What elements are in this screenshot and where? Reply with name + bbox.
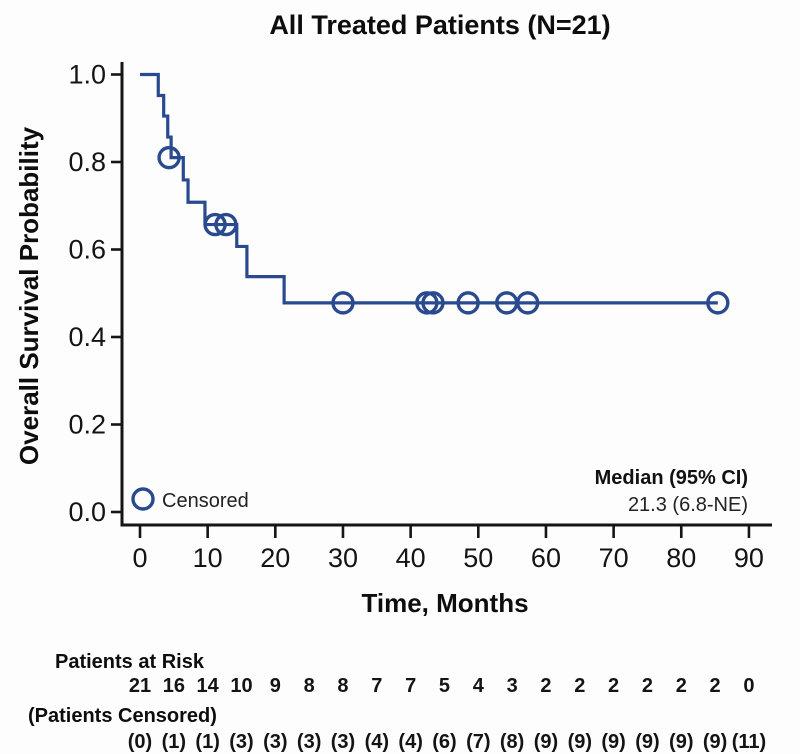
patients-censored-header: (Patients Censored) [28, 705, 217, 727]
at-risk-value: 5 [439, 675, 450, 697]
x-tick-label: 20 [260, 543, 290, 573]
at-risk-value: 3 [507, 675, 518, 697]
censored-value: (4) [398, 731, 422, 753]
censored-mark-icon [214, 212, 238, 237]
censored-mark-icon [157, 145, 181, 170]
censored-value: (0) [128, 731, 152, 753]
at-risk-value: 2 [642, 675, 653, 697]
legend-censored-icon [131, 487, 155, 511]
x-tick-label: 30 [328, 543, 358, 573]
at-risk-value: 2 [540, 675, 551, 697]
censored-value: (9) [534, 731, 558, 753]
censored-value: (9) [635, 731, 659, 753]
censored-value: (4) [365, 731, 389, 753]
median-label: Median (95% CI) [595, 467, 748, 489]
censored-value: (11) [732, 731, 766, 753]
at-risk-value: 4 [473, 675, 485, 697]
censored-value: (3) [263, 731, 287, 753]
censored-value: (7) [466, 731, 490, 753]
x-tick-label: 60 [531, 543, 561, 573]
at-risk-value: 10 [230, 675, 252, 697]
at-risk-value: 2 [608, 675, 619, 697]
censored-mark-icon [415, 291, 439, 315]
censored-value: (3) [297, 731, 321, 753]
at-risk-value: 0 [743, 675, 754, 697]
y-axis-title: Overall Survival Probability [14, 126, 44, 465]
survival-curve [140, 72, 718, 305]
at-risk-value: 2 [574, 675, 585, 697]
chart-title: All Treated Patients (N=21) [269, 10, 610, 40]
censored-mark-icon [706, 291, 730, 315]
at-risk-value: 9 [270, 675, 281, 697]
y-tick-label: 0.0 [68, 497, 106, 527]
at-risk-row: 21 16 14 10 9 8 8 7 7 5 4 3 2 2 2 2 2 2 0 [129, 675, 755, 697]
at-risk-value: 7 [371, 675, 382, 697]
x-tick-label: 50 [463, 543, 493, 573]
x-tick-label: 10 [193, 543, 223, 573]
censored-mark-icon [421, 291, 445, 315]
x-tick-label: 0 [132, 543, 147, 573]
at-risk-value: 8 [337, 675, 348, 697]
y-tick-label: 1.0 [68, 60, 106, 90]
at-risk-value: 16 [163, 675, 185, 697]
at-risk-value: 14 [197, 675, 220, 697]
y-tick-label: 0.2 [68, 410, 106, 440]
censored-mark-icon [456, 291, 480, 315]
censored-value: (9) [601, 731, 625, 753]
censored-value: (9) [669, 731, 693, 753]
at-risk-value: 21 [129, 675, 151, 697]
censored-value: (1) [195, 731, 219, 753]
legend-censored-label: Censored [162, 490, 249, 512]
x-tick-label: 70 [599, 543, 629, 573]
median-value: 21.3 (6.8-NE) [628, 494, 748, 516]
x-tick-label: 90 [734, 543, 764, 573]
y-axis-ticks: 0.0 0.2 0.4 0.6 0.8 1.0 [68, 60, 122, 527]
censored-value: (9) [703, 731, 727, 753]
x-tick-label: 80 [666, 543, 696, 573]
censored-value: (3) [331, 731, 355, 753]
x-axis-ticks: 0 10 20 30 40 50 60 70 80 90 [132, 525, 764, 573]
patients-at-risk-header: Patients at Risk [55, 651, 205, 673]
censored-value: (3) [229, 731, 253, 753]
censored-value: (6) [432, 731, 456, 753]
censored-value: (8) [500, 731, 524, 753]
censored-mark-icon [515, 291, 540, 315]
censored-marks [157, 145, 730, 315]
y-tick-label: 0.4 [68, 322, 106, 352]
at-risk-value: 2 [710, 675, 721, 697]
x-tick-label: 40 [396, 543, 426, 573]
y-tick-label: 0.8 [68, 147, 106, 177]
censored-value: (1) [162, 731, 186, 753]
at-risk-value: 8 [304, 675, 315, 697]
censored-mark-icon [203, 212, 227, 237]
censored-row: (0) (1) (1) (3) (3) (3) (3) (4) (4) (6) (7) (8) (9)(… [128, 731, 766, 753]
at-risk-value: 2 [676, 675, 687, 697]
y-tick-label: 0.6 [68, 235, 106, 265]
at-risk-value: 7 [405, 675, 416, 697]
x-axis-title: Time, Months [361, 588, 528, 618]
censored-mark-icon [331, 291, 355, 315]
censored-value: (9) [568, 731, 592, 753]
